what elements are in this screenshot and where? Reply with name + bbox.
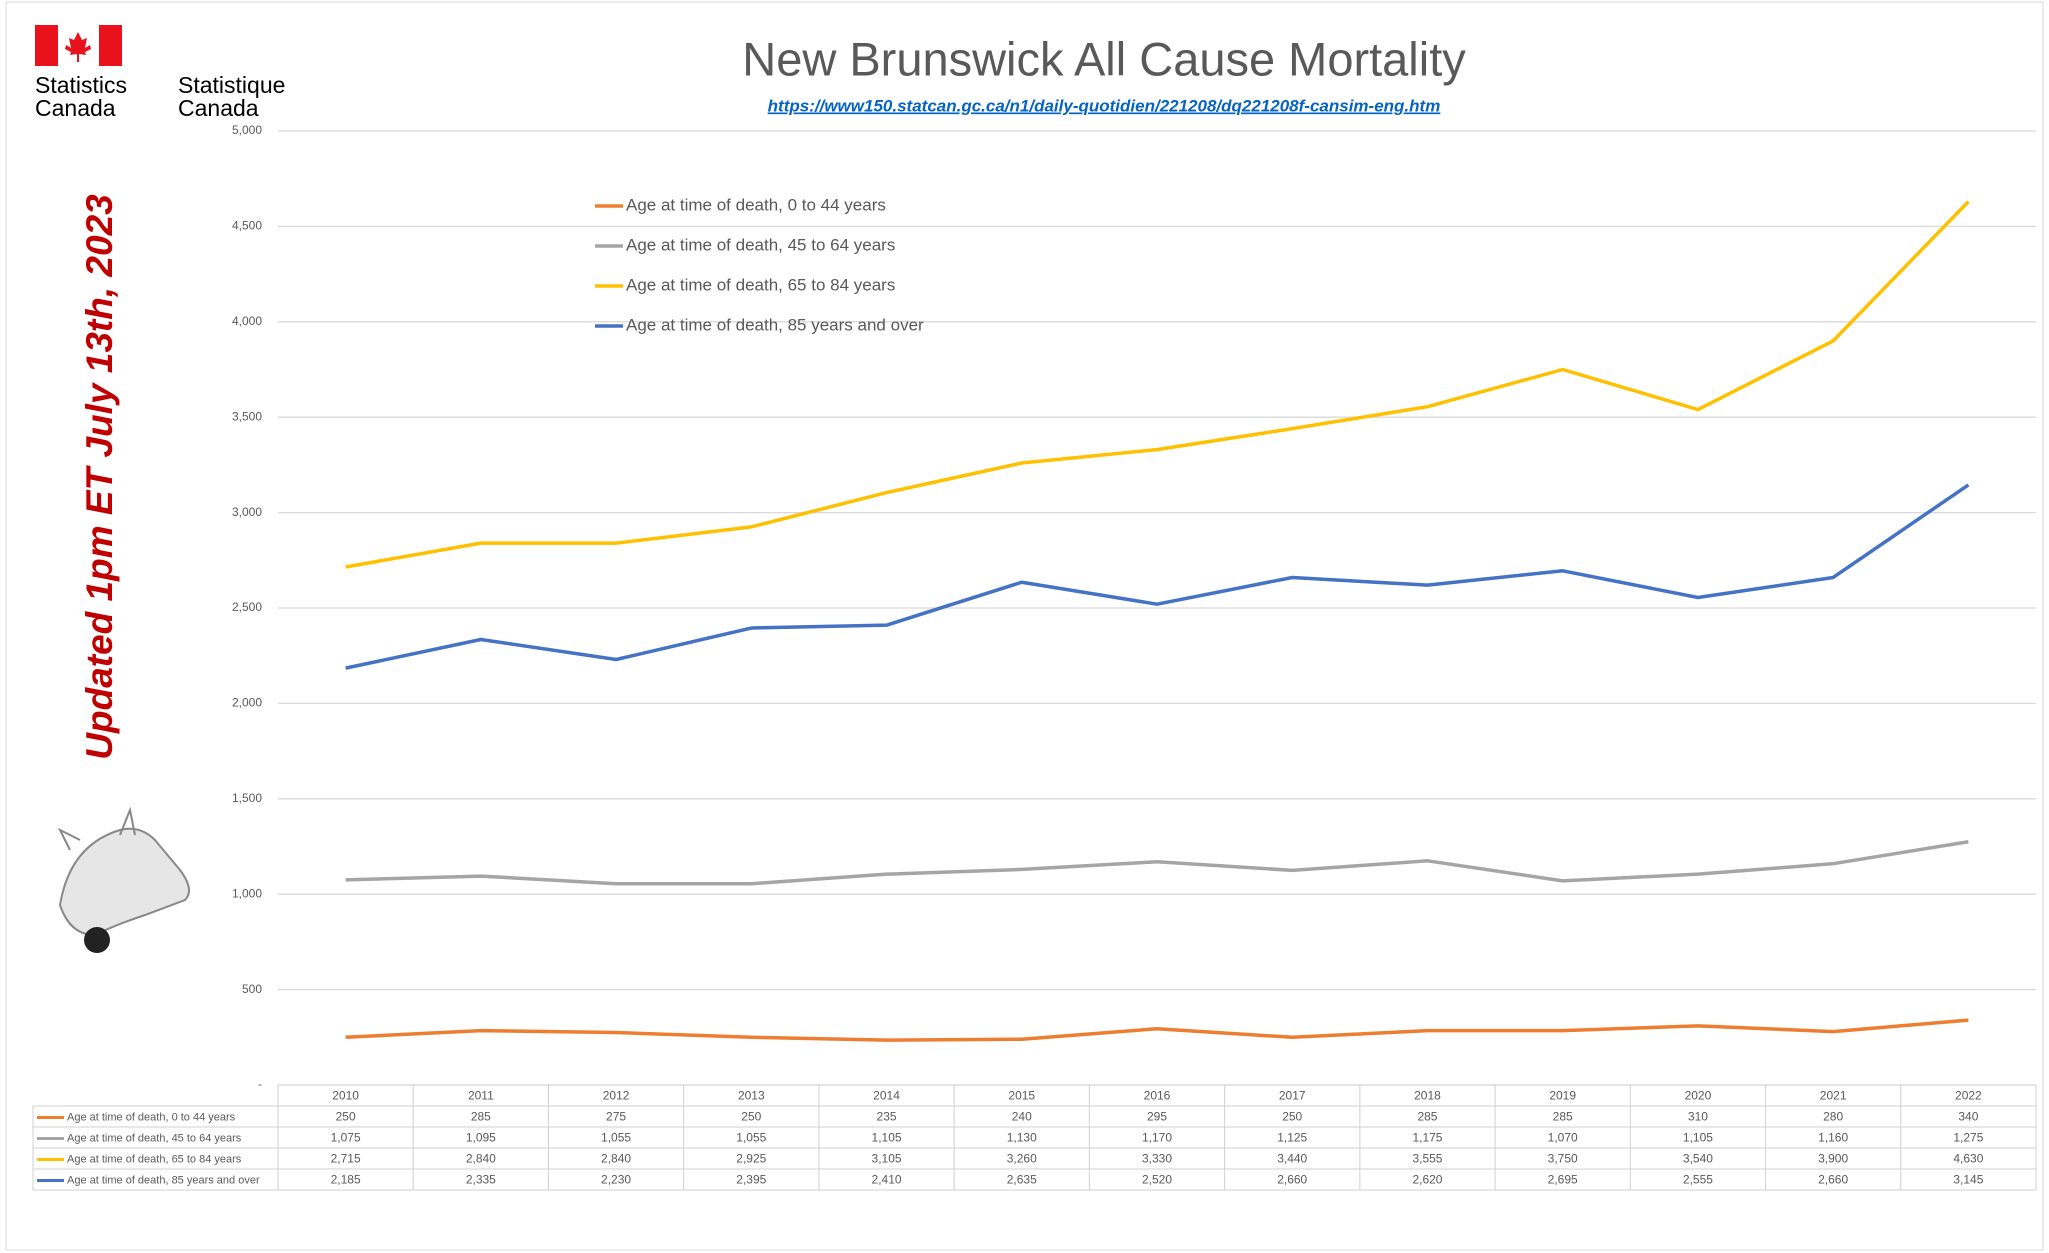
y-tick-label: 500 — [242, 982, 262, 996]
y-tick-label: 2,500 — [232, 600, 262, 614]
table-header: 2017 — [1279, 1089, 1306, 1103]
table-value: 3,900 — [1818, 1152, 1848, 1166]
table-value: 3,750 — [1548, 1152, 1578, 1166]
y-tick-label: - — [258, 1077, 262, 1091]
table-header: 2013 — [738, 1089, 765, 1103]
legend-label: Age at time of death, 85 years and over — [626, 315, 924, 334]
y-tick-label: 4,000 — [232, 314, 262, 328]
table-value: 310 — [1688, 1110, 1708, 1124]
table-row-label: Age at time of death, 45 to 64 years — [67, 1132, 242, 1144]
table-value: 3,555 — [1412, 1152, 1442, 1166]
table-value: 1,275 — [1953, 1131, 1983, 1145]
table-value: 285 — [1553, 1110, 1573, 1124]
table-value: 2,840 — [466, 1152, 496, 1166]
table-value: 2,620 — [1412, 1173, 1442, 1187]
table-value: 2,395 — [736, 1173, 766, 1187]
chart-subtitle[interactable]: https://www150.statcan.gc.ca/n1/daily-qu… — [768, 96, 1441, 115]
table-value: 1,125 — [1277, 1131, 1307, 1145]
table-value: 3,330 — [1142, 1152, 1172, 1166]
table-value: 2,230 — [601, 1173, 631, 1187]
table-row-label: Age at time of death, 85 years and over — [67, 1174, 260, 1186]
table-value: 3,540 — [1683, 1152, 1713, 1166]
table-value: 2,840 — [601, 1152, 631, 1166]
table-value: 1,105 — [872, 1131, 902, 1145]
table-value: 1,105 — [1683, 1131, 1713, 1145]
table-value: 1,175 — [1412, 1131, 1442, 1145]
table-value: 2,410 — [872, 1173, 902, 1187]
table-value: 2,520 — [1142, 1173, 1172, 1187]
table-value: 2,695 — [1548, 1173, 1578, 1187]
table-value: 280 — [1823, 1110, 1843, 1124]
table-value: 4,630 — [1953, 1152, 1983, 1166]
table-value: 3,440 — [1277, 1152, 1307, 1166]
table-value: 1,075 — [331, 1131, 361, 1145]
table-row-label: Age at time of death, 0 to 44 years — [67, 1111, 236, 1123]
table-value: 285 — [471, 1110, 491, 1124]
table-value: 250 — [336, 1110, 356, 1124]
table-value: 1,095 — [466, 1131, 496, 1145]
table-value: 2,185 — [331, 1173, 361, 1187]
y-tick-label: 4,500 — [232, 219, 262, 233]
table-header: 2018 — [1414, 1089, 1441, 1103]
table-value: 1,055 — [601, 1131, 631, 1145]
table-row-label: Age at time of death, 65 to 84 years — [67, 1153, 242, 1165]
chart-border — [6, 2, 2043, 1250]
table-value: 2,660 — [1818, 1173, 1848, 1187]
chart: StatisticsCanada StatistiqueCanada Updat… — [0, 0, 2049, 1253]
table-value: 340 — [1958, 1110, 1978, 1124]
y-tick-label: 3,000 — [232, 505, 262, 519]
table-value: 2,660 — [1277, 1173, 1307, 1187]
y-tick-label: 5,000 — [232, 123, 262, 137]
y-tick-label: 3,500 — [232, 409, 262, 423]
table-value: 275 — [606, 1110, 626, 1124]
table-value: 235 — [877, 1110, 897, 1124]
y-tick-label: 1,000 — [232, 886, 262, 900]
table-header: 2012 — [603, 1089, 630, 1103]
table-value: 295 — [1147, 1110, 1167, 1124]
table-header: 2016 — [1144, 1089, 1171, 1103]
chart-title: New Brunswick All Cause Mortality — [742, 32, 1466, 85]
table-value: 1,070 — [1548, 1131, 1578, 1145]
table-header: 2014 — [873, 1089, 900, 1103]
table-header: 2021 — [1820, 1089, 1847, 1103]
table-value: 2,635 — [1007, 1173, 1037, 1187]
table-value: 1,170 — [1142, 1131, 1172, 1145]
table-header: 2015 — [1008, 1089, 1035, 1103]
table-value: 3,105 — [872, 1152, 902, 1166]
table-value: 250 — [1282, 1110, 1302, 1124]
y-tick-label: 2,000 — [232, 696, 262, 710]
table-value: 2,715 — [331, 1152, 361, 1166]
table-value: 3,145 — [1953, 1173, 1983, 1187]
table-header: 2020 — [1685, 1089, 1712, 1103]
legend-label: Age at time of death, 65 to 84 years — [626, 275, 895, 294]
table-header: 2011 — [468, 1089, 494, 1103]
table-value: 3,260 — [1007, 1152, 1037, 1166]
table-value: 250 — [741, 1110, 761, 1124]
legend-label: Age at time of death, 45 to 64 years — [626, 235, 895, 254]
table-value: 1,160 — [1818, 1131, 1848, 1145]
table-value: 2,335 — [466, 1173, 496, 1187]
table-header: 2019 — [1549, 1089, 1576, 1103]
table-value: 2,555 — [1683, 1173, 1713, 1187]
table-value: 285 — [1417, 1110, 1437, 1124]
table-value: 2,925 — [736, 1152, 766, 1166]
table-header: 2010 — [332, 1089, 359, 1103]
table-value: 1,130 — [1007, 1131, 1037, 1145]
y-tick-label: 1,500 — [232, 791, 262, 805]
table-header: 2022 — [1955, 1089, 1982, 1103]
legend-label: Age at time of death, 0 to 44 years — [626, 195, 886, 214]
table-value: 240 — [1012, 1110, 1032, 1124]
side-note: Updated 1pm ET July 13th, 2023 — [79, 194, 120, 760]
table-value: 1,055 — [736, 1131, 766, 1145]
